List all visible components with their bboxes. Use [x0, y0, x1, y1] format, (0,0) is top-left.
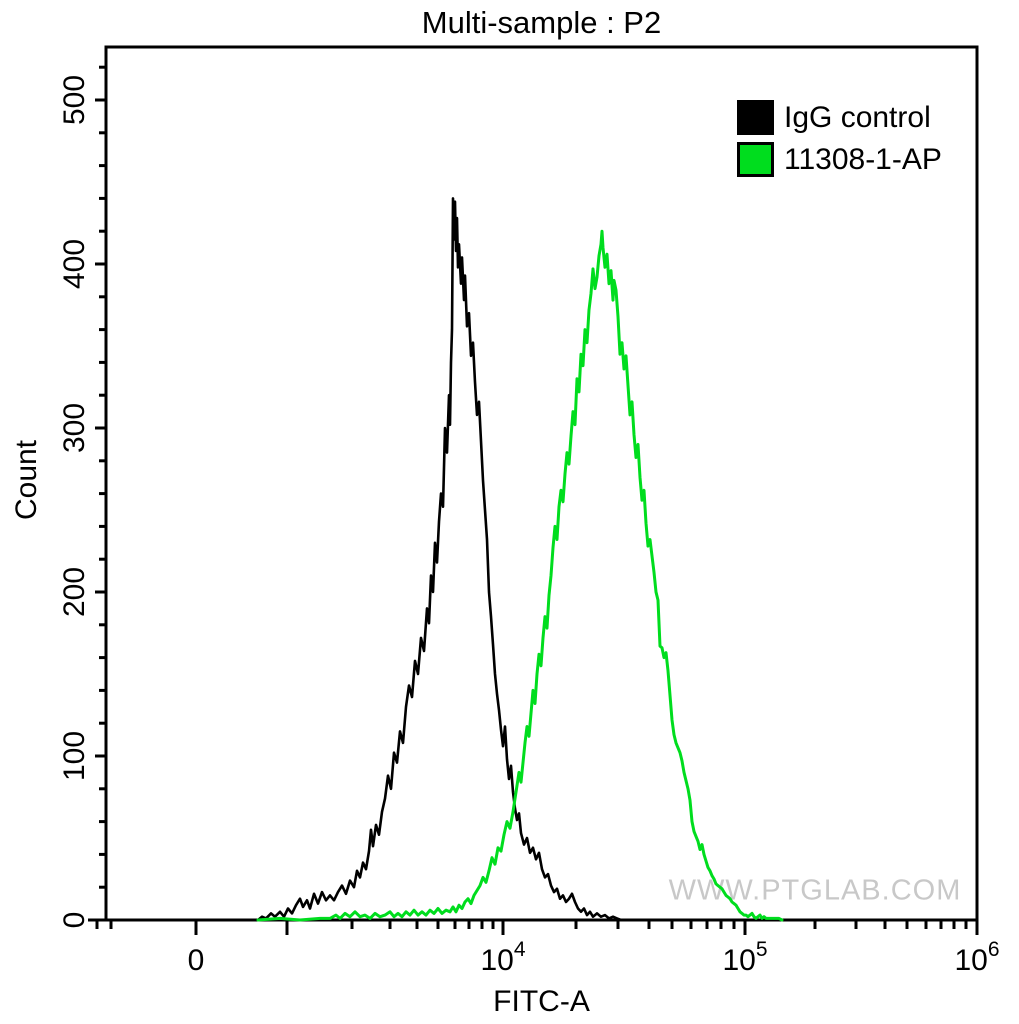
x-tick-label: 104 [480, 938, 525, 977]
legend: IgG control 11308-1-AP [737, 100, 942, 177]
x-tick-label: 106 [954, 938, 999, 977]
plot-frame [104, 45, 979, 922]
x-tick-label: 105 [722, 938, 767, 977]
ab-11308-label: 11308-1-AP [784, 143, 942, 176]
igg-control-curve [256, 197, 632, 922]
y-tick-label: 500 [58, 75, 91, 125]
ab-11308-swatch [737, 142, 774, 177]
igg-control-label: IgG control [784, 101, 931, 134]
y-tick-label: 100 [58, 731, 91, 781]
legend-item-11308-1-ap: 11308-1-AP [737, 142, 942, 177]
y-tick-label: 200 [58, 567, 91, 617]
y-tick-label: 300 [58, 403, 91, 453]
y-tick-label: 400 [58, 239, 91, 289]
y-tick-label: 0 [58, 912, 91, 929]
legend-item-igg-control: IgG control [737, 100, 942, 135]
watermark: WWW.PTGLAB.COM [668, 874, 962, 907]
x-tick-label: 0 [188, 944, 205, 977]
igg-control-swatch [737, 100, 774, 135]
x-axis-title: FITC-A [493, 985, 590, 1018]
ab-11308-curve [256, 229, 784, 922]
y-axis-title: Count [10, 439, 43, 521]
chart-title: Multi-sample : P2 [421, 5, 662, 40]
